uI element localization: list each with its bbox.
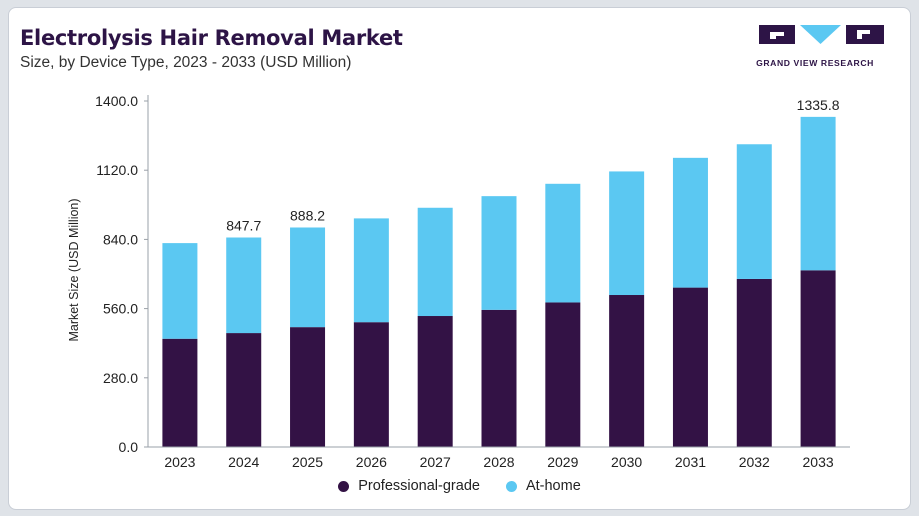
grand-view-research-logo: GRAND VIEW RESEARCH bbox=[742, 24, 888, 72]
legend-item-athome: At-home bbox=[505, 478, 581, 494]
bar-professional-2026 bbox=[353, 322, 389, 447]
legend-item-professional: Professional-grade bbox=[338, 478, 480, 494]
bar-professional-2030 bbox=[609, 295, 645, 447]
y-tick-label: 280.0 bbox=[103, 370, 138, 386]
bar-professional-2033 bbox=[800, 270, 836, 447]
bar-professional-2032 bbox=[736, 278, 772, 447]
y-tick-label: 1120.0 bbox=[96, 162, 138, 178]
legend-label-athome: At-home bbox=[525, 478, 581, 494]
legend-swatch-athome bbox=[505, 480, 517, 492]
y-tick-label: 0.0 bbox=[119, 439, 139, 455]
data-label-total-2033: 1335.8 bbox=[797, 97, 840, 113]
bar-athome-2029 bbox=[545, 183, 581, 303]
x-tick-label: 2032 bbox=[739, 454, 770, 470]
bar-professional-2025 bbox=[290, 327, 326, 447]
bar-athome-2026 bbox=[353, 218, 389, 323]
chart-subtitle: Size, by Device Type, 2023 - 2033 (USD M… bbox=[20, 54, 352, 71]
x-tick-label: 2024 bbox=[228, 454, 259, 470]
y-tick-label: 1400.0 bbox=[95, 93, 138, 109]
logo-mark-icon bbox=[759, 25, 884, 44]
bar-athome-2028 bbox=[481, 196, 517, 310]
x-tick-label: 2023 bbox=[164, 454, 195, 470]
x-tick-label: 2028 bbox=[483, 454, 514, 470]
x-tick-label: 2027 bbox=[420, 454, 451, 470]
chart-title: Electrolysis Hair Removal Market bbox=[20, 26, 403, 50]
x-tick-label: 2033 bbox=[803, 454, 834, 470]
bar-professional-2029 bbox=[545, 302, 581, 447]
bar-professional-2023 bbox=[162, 338, 198, 447]
x-tick-label: 2030 bbox=[611, 454, 642, 470]
logo-text: GRAND VIEW RESEARCH bbox=[756, 58, 874, 68]
bar-professional-2024 bbox=[226, 333, 262, 447]
x-tick-label: 2029 bbox=[547, 454, 578, 470]
bar-professional-2028 bbox=[481, 309, 517, 447]
legend: Professional-grade At-home bbox=[0, 478, 919, 494]
x-tick-label: 2031 bbox=[675, 454, 706, 470]
bar-athome-2033 bbox=[800, 116, 836, 271]
y-tick-label: 560.0 bbox=[103, 301, 138, 317]
bar-athome-2032 bbox=[736, 144, 772, 279]
x-tick-label: 2026 bbox=[356, 454, 387, 470]
y-tick-label: 840.0 bbox=[103, 231, 138, 247]
bar-professional-2031 bbox=[672, 287, 708, 447]
data-label-total-2025: 888.2 bbox=[290, 207, 325, 223]
bar-athome-2023 bbox=[162, 243, 198, 339]
data-label-total-2024: 847.7 bbox=[226, 217, 261, 233]
bar-professional-2027 bbox=[417, 316, 453, 447]
legend-label-professional: Professional-grade bbox=[358, 478, 480, 494]
bar-athome-2027 bbox=[417, 207, 453, 317]
bar-athome-2025 bbox=[290, 227, 326, 328]
y-axis-label: Market Size (USD Million) bbox=[67, 198, 81, 341]
bar-athome-2024 bbox=[226, 237, 262, 334]
x-tick-label: 2025 bbox=[292, 454, 323, 470]
bar-athome-2031 bbox=[672, 157, 708, 288]
bar-athome-2030 bbox=[609, 171, 645, 296]
legend-swatch-professional bbox=[338, 480, 350, 492]
